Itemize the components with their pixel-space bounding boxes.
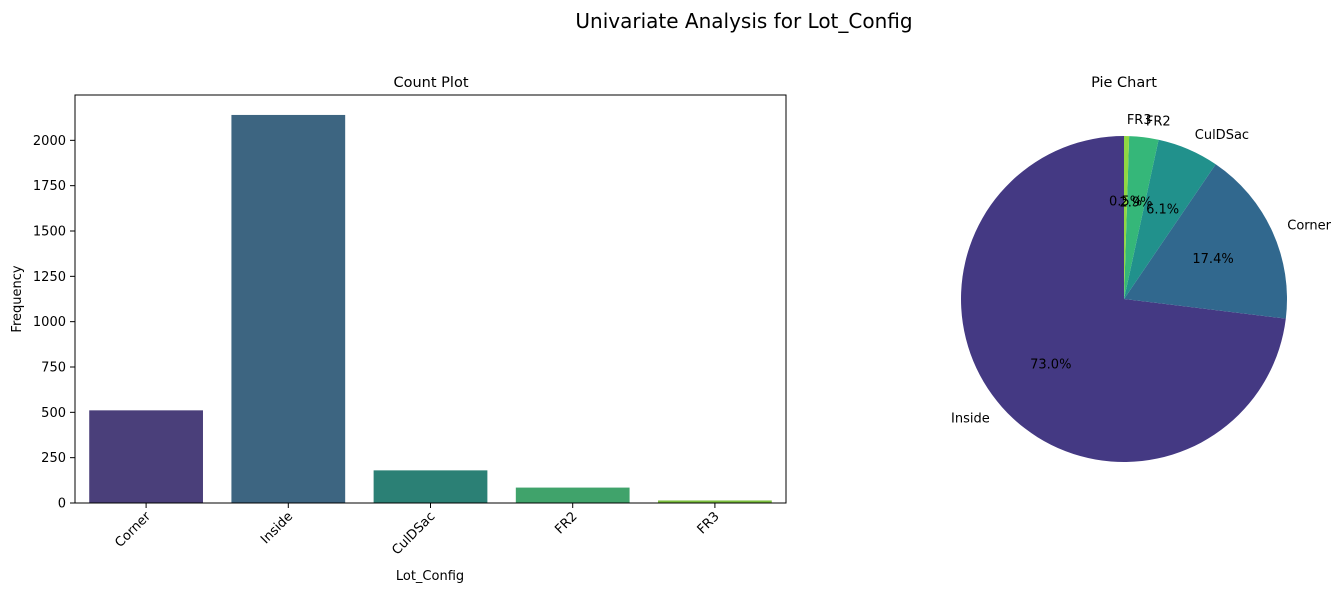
y-tick-label: 250	[41, 451, 66, 466]
pie-slice-fr3	[1124, 136, 1130, 299]
x-tick-label: FR3	[695, 509, 723, 537]
x-tick-label: CulDSac	[389, 509, 438, 558]
y-tick-label: 2000	[33, 134, 66, 149]
x-tick-label: Corner	[112, 509, 154, 551]
count-plot-x-axis-label: Lot_Config	[396, 569, 464, 584]
bar-inside	[231, 114, 346, 504]
pie-category-label: Corner	[1287, 218, 1331, 233]
pie-percent-label: 73.0%	[1030, 357, 1071, 372]
figure-suptitle: Univariate Analysis for Lot_Config	[575, 9, 912, 33]
y-tick-label: 500	[41, 406, 66, 421]
count-plot-y-ticks: 0 250 500 750 1000 1250 1500 1750 2000	[33, 134, 75, 512]
bar-fr3	[658, 500, 772, 503]
bar-fr2	[515, 487, 630, 503]
x-tick-label: FR2	[552, 509, 580, 537]
pie-percent-label: 6.1%	[1146, 203, 1179, 218]
pie-slice-inside	[960, 136, 1286, 462]
y-tick-label: 1000	[33, 315, 66, 330]
bar-corner	[89, 410, 203, 503]
pie-category-label: FR3	[1127, 113, 1152, 128]
pie-category-label: Inside	[951, 411, 990, 426]
y-tick-label: 1750	[33, 179, 66, 194]
pie-category-label: CulDSac	[1195, 128, 1249, 143]
count-plot-y-axis-label: Frequency	[10, 265, 25, 332]
x-tick-label: Inside	[258, 509, 296, 547]
pie-percent-label: 2.9%	[1119, 195, 1152, 210]
pie-slice-culdsac	[1124, 139, 1216, 299]
y-tick-label: 1250	[33, 270, 66, 285]
count-plot-title: Count Plot	[394, 75, 469, 91]
count-plot-bars	[89, 114, 772, 504]
count-plot-axes-frame	[74, 94, 787, 504]
count-plot: Count Plot 0 250 500 750 1000 1250 1500 1750 200…	[10, 75, 787, 584]
pie-category-label: FR2	[1146, 115, 1171, 130]
pie-slice-fr2	[1124, 136, 1159, 299]
pie-chart-title: Pie Chart	[1091, 75, 1157, 91]
pie-labels: Inside 73.0% Corner 17.4% CulDSac 6.1% FR2 2.9%…	[951, 113, 1332, 426]
count-plot-x-ticks: Corner Inside CulDSac FR2 FR3	[112, 503, 723, 558]
pie-percent-label: 17.4%	[1192, 252, 1233, 267]
bar-culdsac	[373, 470, 488, 503]
y-tick-label: 750	[41, 361, 66, 376]
pie-percent-label: 0.5%	[1109, 195, 1142, 210]
y-tick-label: 1500	[33, 225, 66, 240]
pie-chart: Pie Chart Inside 73.0% Corner 17.4% CulDSac 6…	[951, 75, 1332, 462]
pie-slices	[960, 136, 1287, 462]
y-tick-label: 0	[58, 497, 66, 512]
pie-slice-corner	[1124, 164, 1287, 319]
